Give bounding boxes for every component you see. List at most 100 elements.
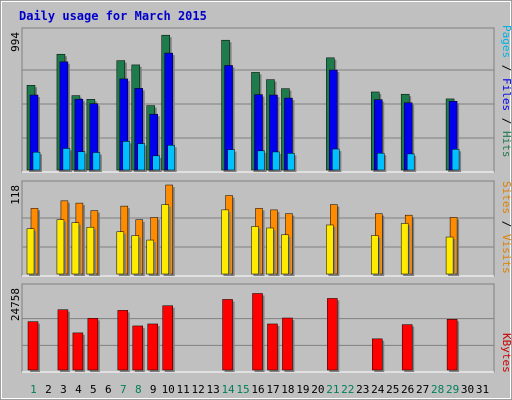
panel-hits_files_pages: 994: [9, 27, 495, 173]
legend-entry: /: [500, 58, 512, 78]
panel-max-label: 118: [9, 185, 22, 205]
day-tick-label: 16: [251, 383, 264, 396]
panel-legend: Pages / Files / Hits: [500, 25, 512, 158]
day-tick-label: 17: [266, 383, 279, 396]
kbytes-bar: [372, 338, 383, 371]
pages-bar: [32, 151, 41, 171]
day-tick-label: 9: [150, 383, 157, 396]
legend-entry: /: [500, 111, 512, 131]
kbytes-bar: [252, 293, 263, 371]
kbytes-bar: [27, 321, 39, 371]
day-tick-label: 10: [162, 383, 175, 396]
pages-bar: [137, 143, 146, 171]
panel-max-label: 994: [9, 32, 22, 52]
day-tick-label: 28: [431, 383, 444, 396]
sites-bar: [221, 209, 229, 275]
day-tick-label: 20: [311, 383, 324, 396]
pages-bar: [287, 153, 295, 171]
pages-bar: [451, 149, 460, 171]
day-tick-label: 19: [296, 383, 309, 396]
legend-entry: Hits: [500, 131, 512, 158]
pages-bar: [92, 152, 101, 171]
day-tick-label: 1: [30, 383, 37, 396]
pages-bar: [257, 150, 265, 171]
kbytes-bar: [222, 299, 233, 371]
day-tick-label: 22: [341, 383, 354, 396]
day-tick-label: 8: [135, 383, 142, 396]
kbytes-bar: [117, 310, 129, 371]
pages-bar: [152, 155, 160, 171]
kbytes-bar: [87, 318, 99, 371]
sites-bar: [400, 223, 409, 275]
kbytes-bar: [282, 317, 293, 371]
kbytes-bar: [57, 309, 69, 371]
pages-bar: [227, 149, 235, 171]
legend-entry: Visits: [500, 234, 512, 274]
pages-bar: [272, 151, 280, 171]
sites-bar: [326, 224, 334, 275]
day-tick-label: 23: [356, 383, 369, 396]
panel-sites_visits: 118: [9, 180, 495, 277]
sites-bar: [445, 236, 454, 275]
kbytes-bar: [147, 323, 158, 371]
sites-bar: [26, 228, 35, 275]
sites-bar: [131, 235, 140, 275]
legend-entry: Files: [500, 78, 512, 111]
day-tick-label: 6: [105, 383, 112, 396]
panel-legend: Sites / Visits: [500, 181, 512, 274]
day-tick-label: 29: [446, 383, 459, 396]
pages-bar: [406, 153, 415, 171]
day-tick-label: 12: [192, 383, 205, 396]
legend-entry: /: [500, 214, 512, 234]
day-tick-label: 3: [60, 383, 67, 396]
panel-kbytes: 24758: [9, 283, 495, 373]
chart-title: Daily usage for March 2015: [19, 9, 207, 23]
sites-bar: [281, 234, 289, 275]
day-tick-label: 14: [221, 383, 235, 396]
day-tick-label: 30: [461, 383, 474, 396]
sites-bar: [266, 227, 274, 275]
day-tick-label: 31: [476, 383, 489, 396]
day-tick-label: 24: [371, 383, 385, 396]
pages-bar: [77, 151, 86, 171]
panel-max-label: 24758: [9, 288, 22, 321]
sites-bar: [146, 239, 154, 275]
day-tick-label: 5: [90, 383, 97, 396]
day-tick-label: 27: [416, 383, 429, 396]
day-tick-label: 13: [206, 383, 219, 396]
day-tick-label: 11: [177, 383, 190, 396]
kbytes-bar: [327, 298, 338, 371]
sites-bar: [86, 226, 95, 275]
kbytes-bar: [162, 305, 173, 371]
sites-bar: [371, 235, 379, 275]
day-tick-label: 18: [281, 383, 294, 396]
legend-entry: Sites: [500, 181, 512, 214]
sites-bar: [116, 231, 125, 275]
pages-bar: [167, 145, 175, 171]
legend-entry: Pages: [500, 25, 512, 58]
panel-legend: KBytes: [500, 333, 512, 373]
day-tick-label: 7: [120, 383, 127, 396]
kbytes-bar: [401, 324, 413, 371]
day-tick-label: 21: [326, 383, 339, 396]
pages-bar: [122, 141, 131, 171]
sites-bar: [71, 222, 80, 275]
sites-bar: [56, 219, 65, 275]
day-tick-label: 15: [236, 383, 249, 396]
day-tick-label: 2: [45, 383, 52, 396]
sites-bar: [161, 204, 169, 275]
pages-bar: [62, 148, 71, 171]
kbytes-bar: [267, 323, 278, 371]
kbytes-bar: [72, 332, 84, 371]
kbytes-bar: [132, 325, 144, 371]
pages-bar: [332, 148, 340, 171]
legend-entry: KBytes: [500, 333, 512, 373]
day-tick-label: 26: [401, 383, 414, 396]
day-tick-label: 4: [75, 383, 82, 396]
pages-bar: [377, 152, 385, 171]
kbytes-bar: [446, 319, 458, 371]
sites-bar: [251, 226, 259, 275]
